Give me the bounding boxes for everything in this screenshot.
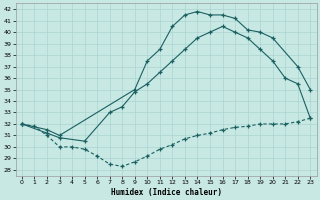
X-axis label: Humidex (Indice chaleur): Humidex (Indice chaleur) [111, 188, 221, 197]
